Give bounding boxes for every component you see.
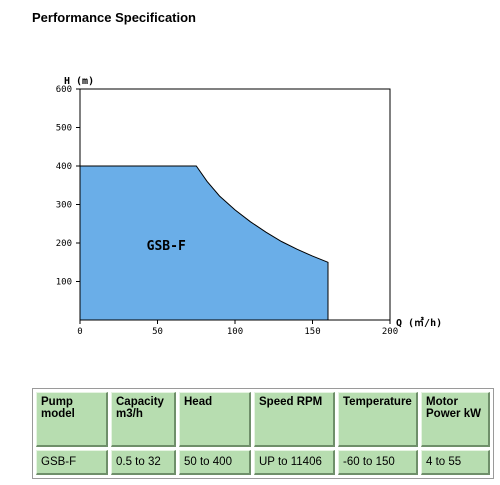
x-tick-label: 100 [227, 327, 243, 337]
operating-region-area [79, 165, 329, 321]
cell-temperature: -60 to 150 [338, 450, 418, 475]
cell-pump-model: GSB-F [36, 450, 108, 475]
x-axis-label: Q (㎥/h) [396, 316, 442, 329]
x-tick-label: 200 [382, 327, 398, 337]
y-tick-label: 100 [56, 278, 72, 288]
table-row: GSB-F 0.5 to 32 50 to 400 UP to 11406 -6… [36, 450, 490, 475]
x-tick-label: 0 [77, 327, 82, 337]
header-cell-head: Head [179, 392, 251, 447]
y-tick-label: 300 [56, 201, 72, 211]
spec-table: Pump model Capacity m3/h Head Speed RPM … [32, 388, 494, 479]
region-group: GSB-F [79, 165, 329, 321]
performance-chart: GSB-F 0 50 100 150 200 100 200 300 400 500 600 H (… [56, 76, 442, 337]
y-tick-label: 400 [56, 162, 72, 172]
cell-capacity: 0.5 to 32 [111, 450, 176, 475]
header-cell-temperature: Temperature [338, 392, 418, 447]
x-tick-label: 150 [304, 327, 320, 337]
region-label: GSB-F [147, 239, 186, 254]
y-tick-label: 500 [56, 124, 72, 134]
y-axis-label: H (m) [64, 76, 94, 87]
cell-motor-power: 4 to 55 [421, 450, 490, 475]
y-tick-label: 200 [56, 239, 72, 249]
page-title: Performance Specification [32, 10, 196, 25]
header-cell-speed: Speed RPM [254, 392, 335, 447]
header-cell-pump-model: Pump model [36, 392, 108, 447]
header-cell-capacity: Capacity m3/h [111, 392, 176, 447]
x-tick-label: 50 [152, 327, 163, 337]
ticks-group: 0 50 100 150 200 100 200 300 400 500 600 [56, 85, 398, 337]
y-tick-label: 600 [56, 85, 72, 95]
header-cell-motor-power: Motor Power kW [421, 392, 490, 447]
table-header-row: Pump model Capacity m3/h Head Speed RPM … [36, 392, 490, 447]
cell-speed: UP to 11406 [254, 450, 335, 475]
cell-head: 50 to 400 [179, 450, 251, 475]
